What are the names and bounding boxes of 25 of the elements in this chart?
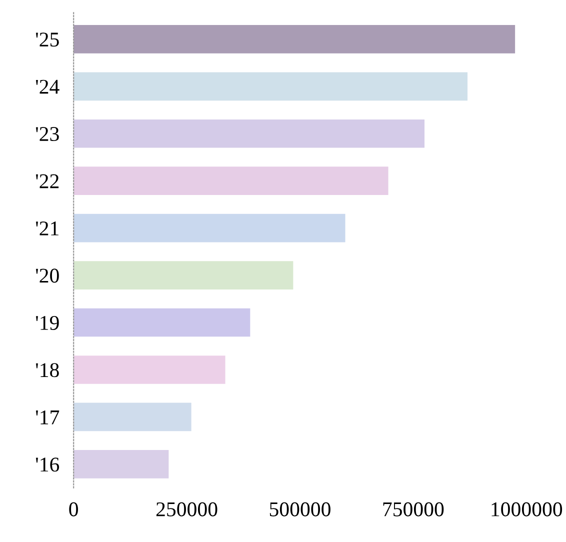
bar xyxy=(74,261,294,290)
x-tick-label: 500000 xyxy=(270,502,330,516)
y-tick-label: '16 xyxy=(36,458,60,472)
y-tick-label: '18 xyxy=(36,363,59,378)
bar xyxy=(74,214,346,242)
y-tick-label: '21 xyxy=(36,222,58,236)
x-tick-label: 1000000 xyxy=(492,502,562,516)
x-tick-label: 250000 xyxy=(156,502,218,516)
bar xyxy=(74,402,192,432)
bar xyxy=(74,25,516,54)
y-tick-label: '24 xyxy=(36,80,60,94)
y-tick-label: '22 xyxy=(36,174,59,188)
bar xyxy=(74,356,226,384)
bar xyxy=(74,166,388,196)
y-tick-label: '25 xyxy=(36,32,59,47)
bar xyxy=(74,308,250,337)
x-tick-label: 0 xyxy=(69,502,78,516)
bar xyxy=(74,450,169,478)
bar xyxy=(74,119,424,148)
y-tick-label: '23 xyxy=(36,127,59,142)
y-tick-label: '20 xyxy=(36,268,59,283)
y-tick-label: '17 xyxy=(36,410,60,424)
bar xyxy=(74,72,468,101)
y-tick-label: '19 xyxy=(36,316,59,330)
x-tick-label: 750000 xyxy=(383,502,444,516)
